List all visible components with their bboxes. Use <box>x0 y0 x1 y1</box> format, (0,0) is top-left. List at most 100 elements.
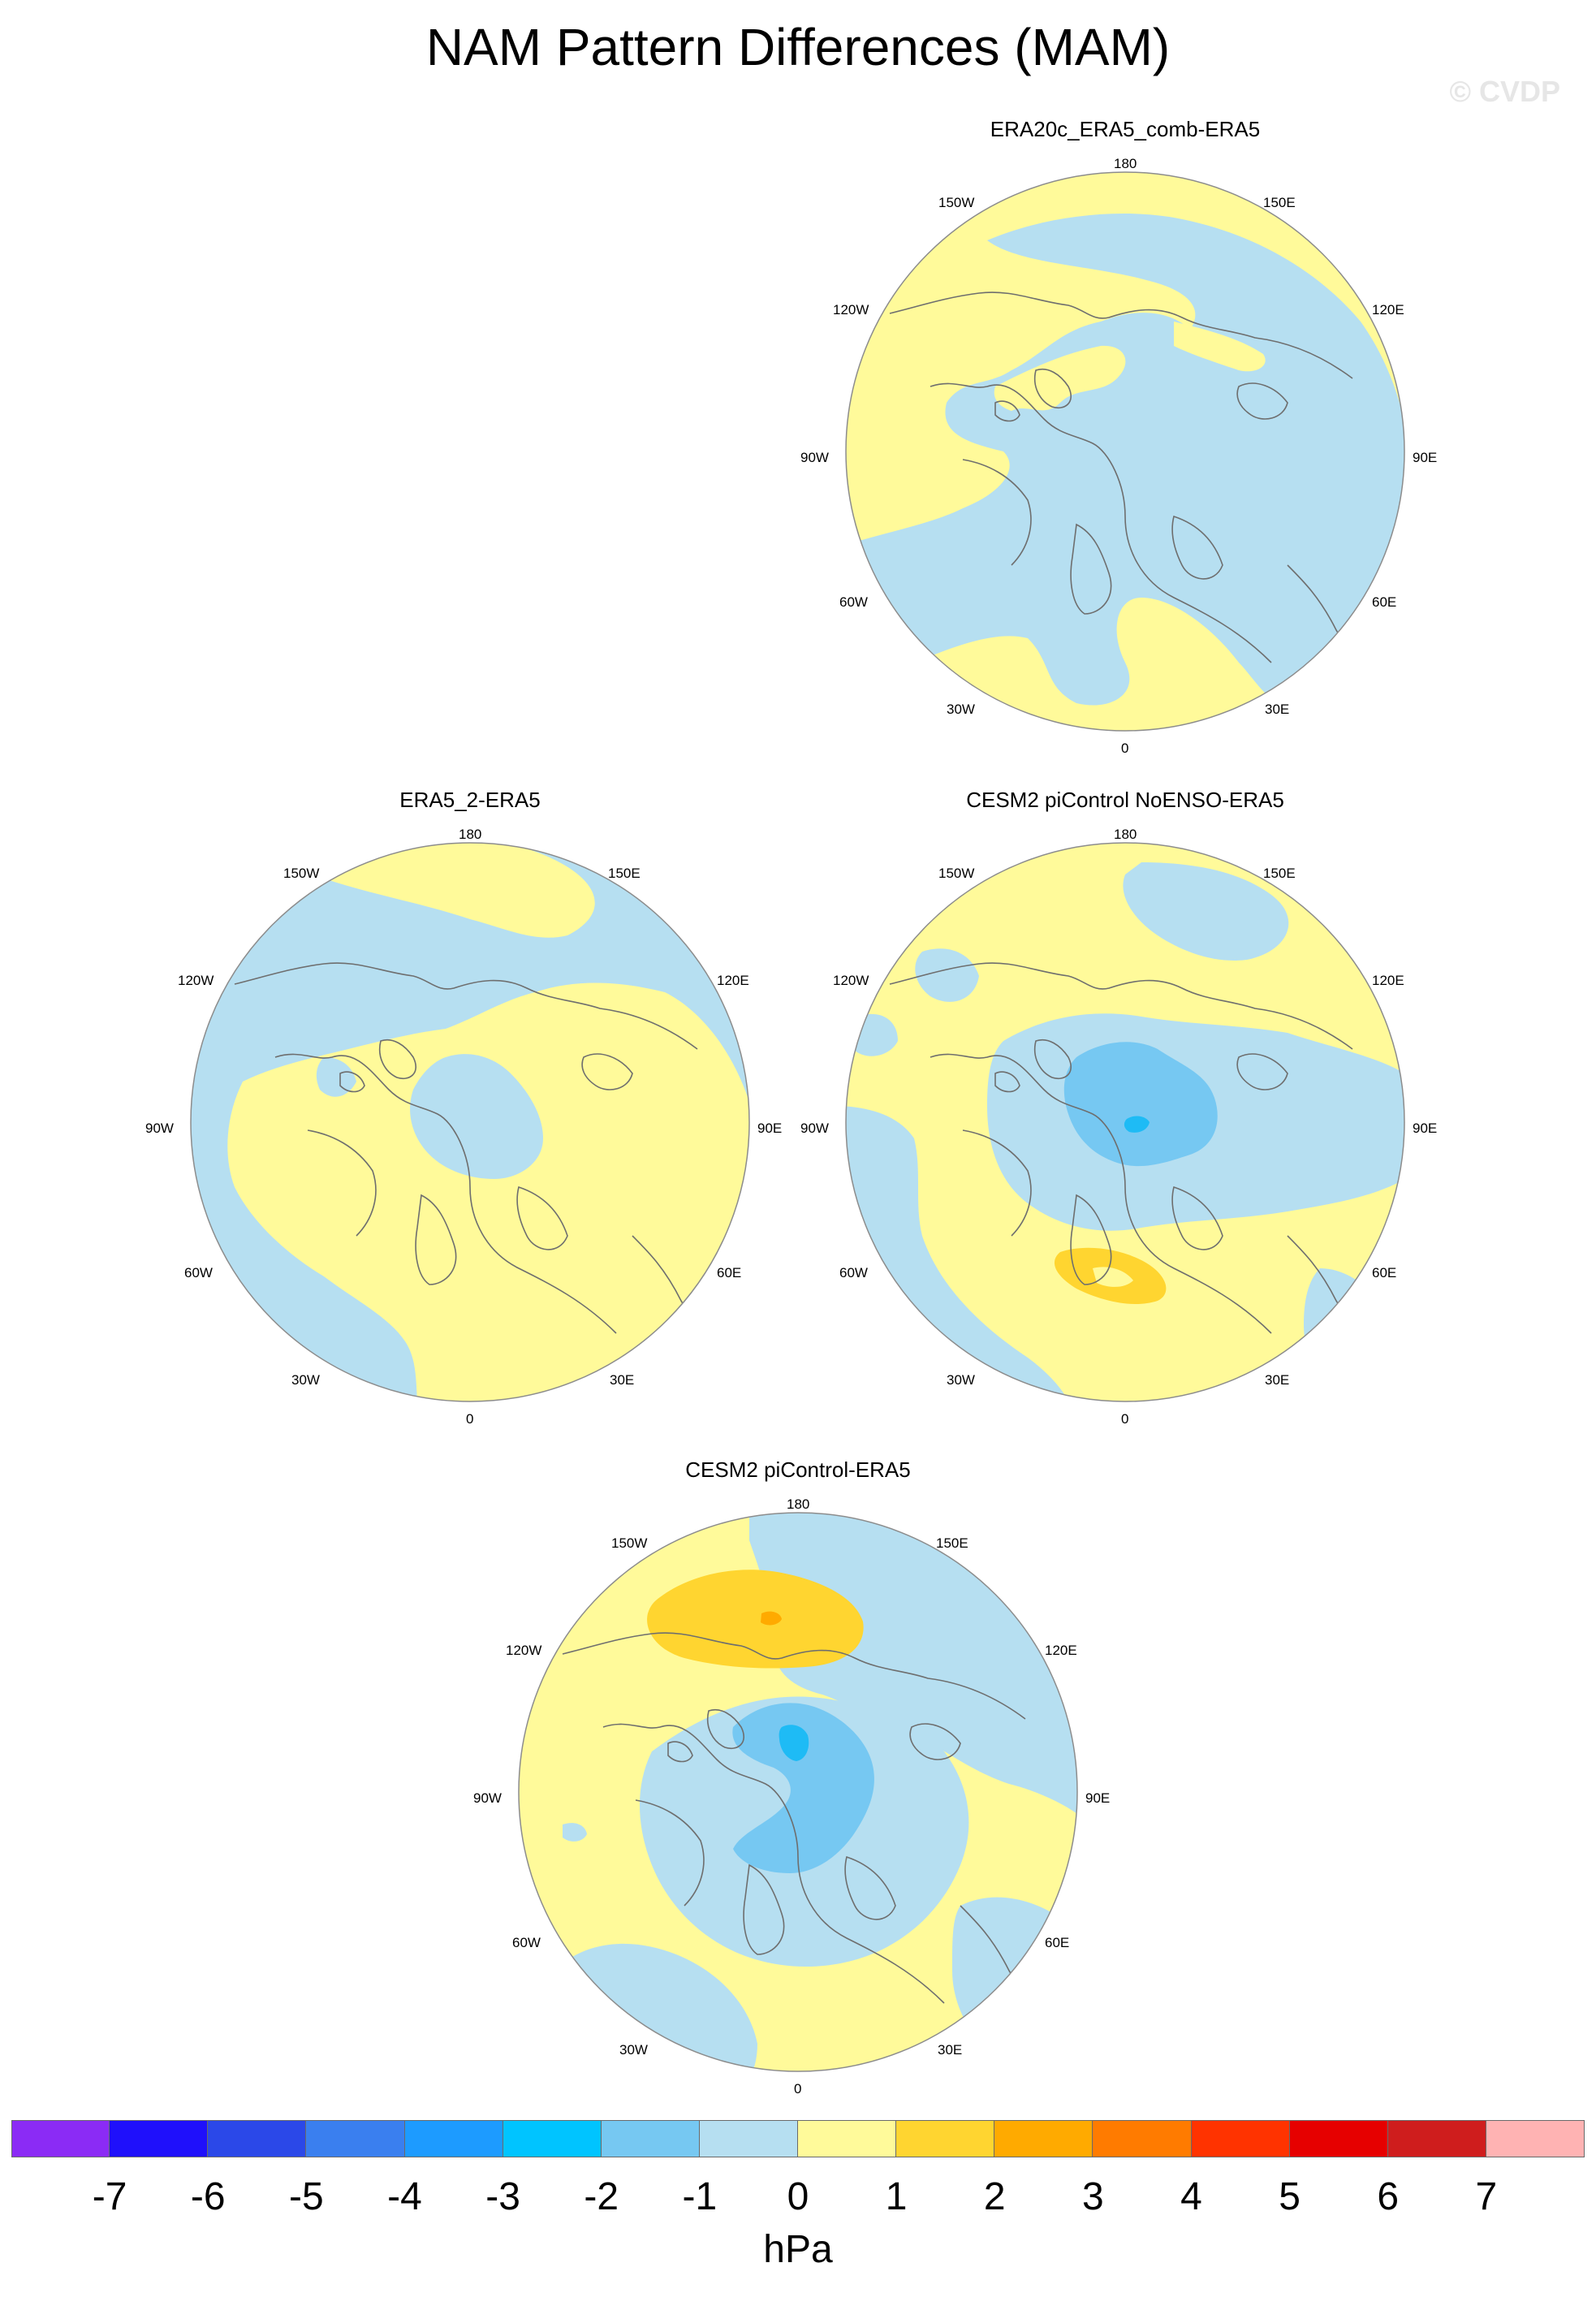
colorbar-swatch <box>404 2120 503 2157</box>
negative-anomaly-region <box>915 948 979 1002</box>
lon-label: 0 <box>1121 1411 1129 1427</box>
polar-map <box>845 171 1405 732</box>
lon-label: 180 <box>459 827 482 842</box>
map-panel: ERA20c_ERA5_comb-ERA5 180 150E 120E 90E … <box>800 115 1437 765</box>
colorbar-tick-label: -4 <box>387 2175 422 2218</box>
colorbar-swatch <box>699 2120 798 2157</box>
lon-label: 30W <box>619 2042 648 2058</box>
panel-title: CESM2 piControl NoENSO-ERA5 <box>966 788 1284 812</box>
lon-label: 0 <box>466 1411 474 1427</box>
lon-label: 30W <box>291 1372 320 1388</box>
colorbar-swatch <box>208 2120 307 2157</box>
lon-label: 120W <box>506 1643 542 1658</box>
colorbar-swatch <box>11 2120 110 2157</box>
colorbar-units: hPa <box>763 2228 833 2271</box>
negative-anomaly-region <box>1123 862 1289 961</box>
coastlines <box>889 962 1353 1337</box>
lon-label: 150E <box>936 1535 968 1551</box>
lon-label: 90W <box>800 1121 829 1136</box>
lon-label: 150W <box>283 866 320 881</box>
lon-label: 60W <box>512 1935 541 1950</box>
map-panel: ERA5_2-ERA5 180 150E 120E 90E 60E 30E 0 … <box>145 786 782 1436</box>
negative-step3-region <box>779 1725 809 1761</box>
colorbar-tick-label: -7 <box>92 2175 127 2218</box>
lon-label: 180 <box>1114 827 1137 842</box>
lon-label: 60E <box>717 1265 742 1280</box>
colorbar-tick-label: -3 <box>485 2175 520 2218</box>
lon-label: 120E <box>1372 973 1404 988</box>
lon-label: 120E <box>1372 302 1404 317</box>
map-panel: CESM2 piControl NoENSO-ERA5 <box>800 786 1437 1436</box>
lon-label: 0 <box>1121 741 1129 756</box>
lon-label: 180 <box>787 1496 810 1512</box>
lon-label: 150W <box>611 1535 648 1551</box>
positive-step1-region <box>1093 1267 1133 1287</box>
polar-map <box>518 1512 1078 2072</box>
lon-label: 120W <box>178 973 214 988</box>
positive-step1-region <box>647 1570 864 1669</box>
lon-label: 90E <box>757 1121 783 1136</box>
lon-label: 60W <box>839 594 868 610</box>
positive-anomaly-region <box>994 345 1126 411</box>
lon-label: 90W <box>473 1790 502 1806</box>
colorbar-tick-label: 6 <box>1377 2175 1400 2218</box>
colorbar-tick-label: -6 <box>190 2175 226 2218</box>
colorbar-tick-label: 7 <box>1475 2175 1498 2218</box>
lon-label: 150W <box>938 195 975 210</box>
negative-anomaly-region <box>749 1513 1077 1825</box>
lon-label: 120W <box>833 973 869 988</box>
lon-label: 60E <box>1045 1935 1070 1950</box>
lon-label: 30W <box>947 702 975 717</box>
lon-label: 120E <box>717 973 749 988</box>
lon-label: 90E <box>1085 1790 1111 1806</box>
lon-label: 180 <box>1114 156 1137 171</box>
negative-anomaly-region <box>410 1054 543 1179</box>
negative-anomaly-region <box>563 1823 587 1842</box>
colorbar-tick-label: 2 <box>983 2175 1006 2218</box>
lon-label: 30E <box>938 2042 963 2058</box>
positive-anomaly-region <box>227 982 749 1401</box>
colorbar-swatch <box>503 2120 602 2157</box>
lon-label: 30W <box>947 1372 975 1388</box>
lon-label: 120W <box>833 302 869 317</box>
lon-label: 150E <box>608 866 641 881</box>
lon-label: 60W <box>839 1265 868 1280</box>
lon-label: 0 <box>794 2081 802 2097</box>
polar-map <box>190 842 750 1402</box>
colorbar-tick-label: 3 <box>1082 2175 1104 2218</box>
lon-label: 90E <box>1413 450 1438 465</box>
colorbar-swatch <box>896 2120 995 2157</box>
negative-step3-region <box>1124 1116 1150 1133</box>
colorbar-tick-label: -5 <box>289 2175 324 2218</box>
lon-label: 60W <box>184 1265 213 1280</box>
lon-label: 30E <box>1265 1372 1290 1388</box>
figure-title: NAM Pattern Differences (MAM) <box>425 18 1171 76</box>
colorbar-swatch <box>994 2120 1093 2157</box>
lon-label: 120E <box>1045 1643 1077 1658</box>
polar-map <box>845 842 1405 1402</box>
colorbar-swatch <box>1289 2120 1388 2157</box>
lon-label: 150E <box>1263 195 1296 210</box>
negative-anomaly-region <box>952 1897 1077 2064</box>
colorbar-swatch <box>110 2120 209 2157</box>
panel-title: ERA5_2-ERA5 <box>399 788 541 812</box>
negative-anomaly-region <box>316 1057 356 1097</box>
colorbar-swatch <box>1191 2120 1290 2157</box>
lon-label: 60E <box>1372 594 1397 610</box>
panel-title: CESM2 piControl-ERA5 <box>685 1457 911 1482</box>
colorbar-tick-label: -1 <box>682 2175 718 2218</box>
negative-anomaly-region <box>1304 1268 1404 1398</box>
colorbar-swatch <box>601 2120 700 2157</box>
lon-label: 90E <box>1413 1121 1438 1136</box>
lon-label: 30E <box>610 1372 635 1388</box>
colorbar-swatch <box>1093 2120 1192 2157</box>
colorbar-swatch <box>306 2120 405 2157</box>
coastlines <box>234 962 698 1337</box>
lon-label: 30E <box>1265 702 1290 717</box>
negative-step2-region <box>1063 1042 1218 1167</box>
colorbar-tick-label: 1 <box>885 2175 908 2218</box>
positive-anomaly-region <box>1174 322 1266 372</box>
map-panel: CESM2 piControl-ERA5 180 15 <box>473 1456 1110 2105</box>
lon-label: 150W <box>938 866 975 881</box>
panel-title: ERA20c_ERA5_comb-ERA5 <box>990 117 1261 141</box>
